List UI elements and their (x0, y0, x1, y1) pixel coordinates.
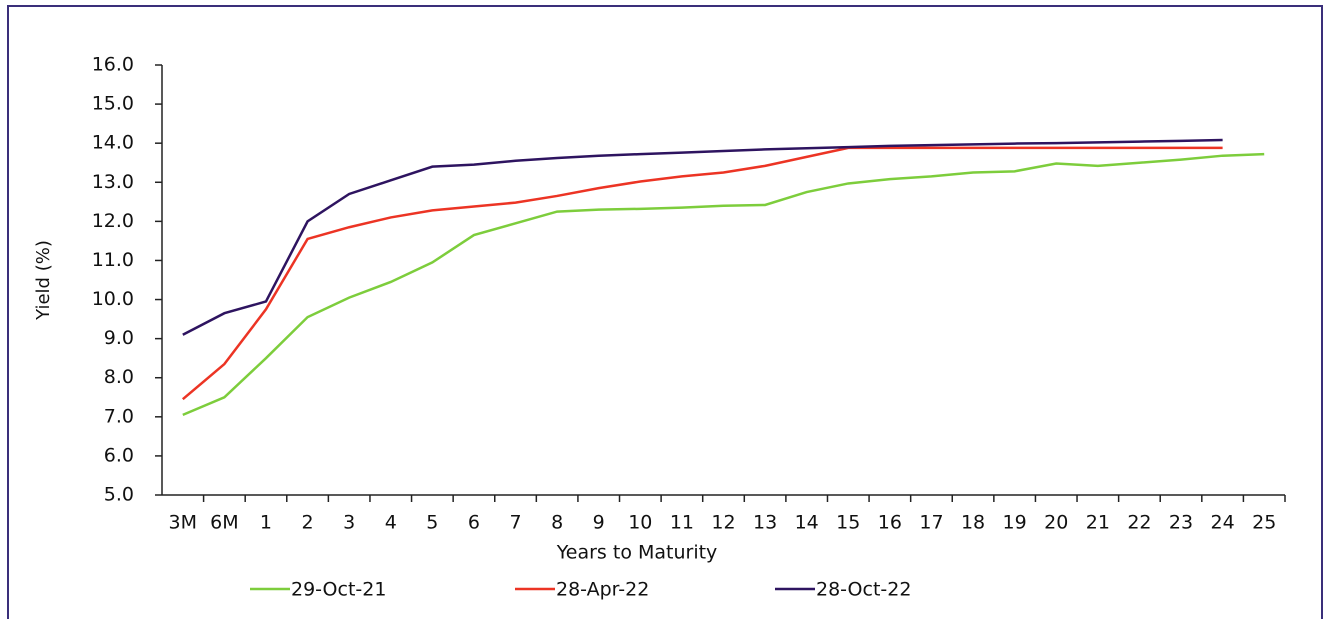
x-tick-label: 7 (509, 512, 521, 534)
legend-label: 29-Oct-21 (291, 579, 386, 601)
y-tick-label: 6.0 (104, 444, 134, 466)
x-tick-label: 20 (1044, 512, 1068, 534)
frame (7, 5, 1323, 619)
x-tick-label: 24 (1211, 512, 1235, 534)
series-line (182, 152, 1265, 417)
y-tick-label: 11.0 (92, 249, 134, 271)
x-tick-label: 13 (753, 512, 777, 534)
legend-label: 28-Oct-22 (816, 579, 911, 601)
x-tick-label: 10 (628, 512, 652, 534)
x-tick-label: 14 (795, 512, 819, 534)
x-tick-label: 15 (836, 512, 860, 534)
y-tick-label: 12.0 (92, 210, 134, 232)
y-tick-label: 16.0 (92, 54, 134, 76)
y-tick-label: 13.0 (92, 171, 134, 193)
y-tick-label: 8.0 (104, 366, 134, 388)
x-tick-label: 22 (1127, 512, 1151, 534)
x-tick-label: 23 (1169, 512, 1193, 534)
x-tick-label: 21 (1086, 512, 1110, 534)
series-line (181, 146, 1223, 401)
legend-label: 28-Apr-22 (556, 579, 649, 601)
x-tick-label: 4 (385, 512, 397, 534)
x-tick-label: 3M (169, 512, 197, 534)
x-tick-label: 2 (302, 512, 314, 534)
x-tick-label: 25 (1252, 512, 1276, 534)
x-tick-label: 6 (468, 512, 480, 534)
y-tick-label: 15.0 (92, 93, 134, 115)
x-tick-label: 6M (210, 512, 238, 534)
x-tick-label: 16 (878, 512, 902, 534)
x-tick-label: 19 (1003, 512, 1027, 534)
x-tick-label: 11 (670, 512, 694, 534)
x-tick-label: 17 (919, 512, 943, 534)
x-tick-label: 3 (343, 512, 355, 534)
y-tick-label: 14.0 (92, 132, 134, 154)
x-tick-label: 8 (551, 512, 563, 534)
x-axis-title: Years to Maturity (556, 542, 718, 564)
x-tick-label: 5 (426, 512, 438, 534)
x-tick-label: 18 (961, 512, 985, 534)
y-axis-title: Yield (%) (33, 240, 54, 321)
x-tick-label: 1 (260, 512, 272, 534)
y-tick-label: 5.0 (104, 484, 134, 506)
x-tick-label: 9 (593, 512, 605, 534)
y-tick-label: 9.0 (104, 327, 134, 349)
y-tick-label: 10.0 (92, 288, 134, 310)
x-tick-label: 12 (711, 512, 735, 534)
series-line (182, 138, 1223, 336)
y-tick-label: 7.0 (104, 405, 134, 427)
